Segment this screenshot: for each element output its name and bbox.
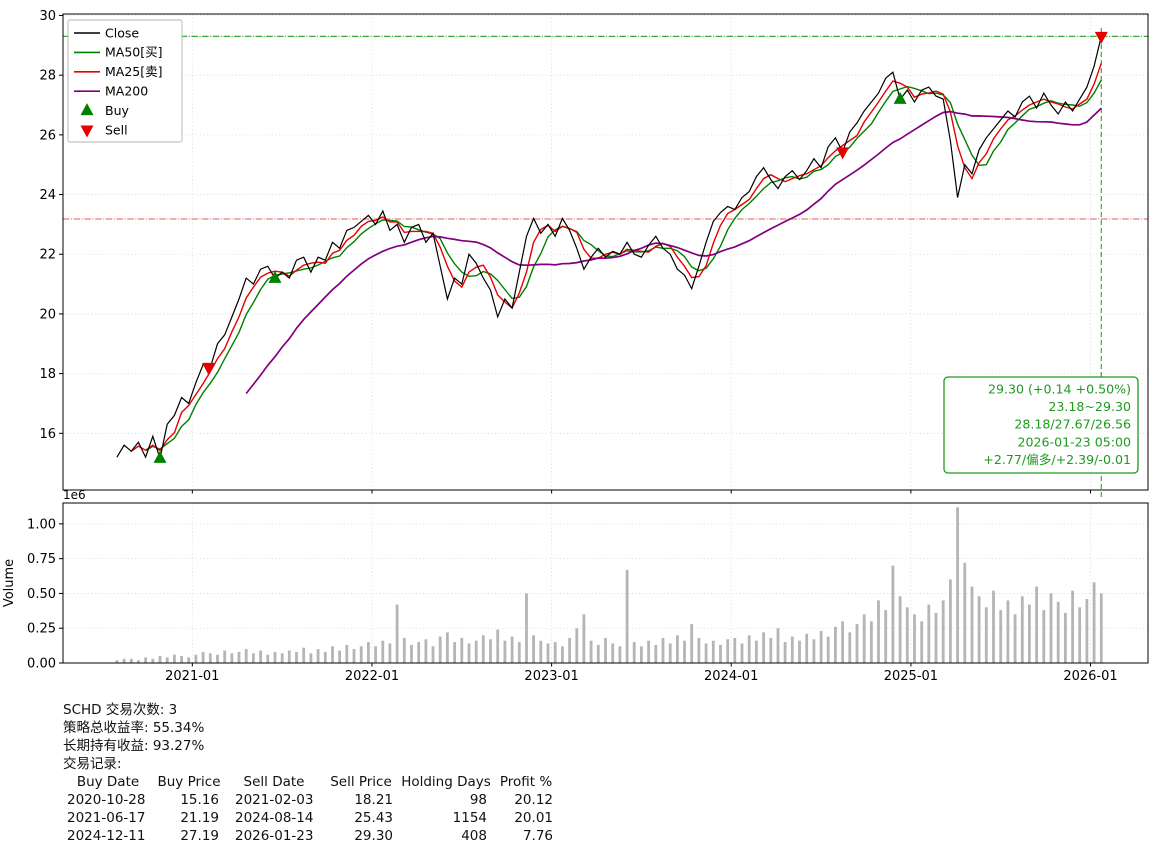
trade-cell: 2024-08-14 — [235, 810, 314, 826]
svg-text:22: 22 — [39, 248, 56, 263]
legend-label: Close — [105, 25, 139, 40]
svg-text:26: 26 — [39, 128, 56, 143]
volume-offset-label: 1e6 — [63, 488, 86, 502]
svg-text:30: 30 — [39, 9, 56, 24]
info-box-line: 2026-01-23 05:00 — [1018, 434, 1132, 449]
trade-cell: 1154 — [452, 810, 487, 826]
svg-text:18: 18 — [39, 367, 56, 382]
stat-strategy-return: 策略总收益率: 55.34% — [63, 720, 205, 736]
svg-text:0.25: 0.25 — [27, 622, 56, 637]
close-line — [116, 36, 1102, 461]
svg-text:24: 24 — [39, 188, 56, 203]
volume-plot-frame — [62, 502, 1149, 664]
trade-cell: 15.16 — [180, 792, 219, 808]
svg-text:0.75: 0.75 — [27, 552, 56, 567]
sell-markers — [202, 31, 1108, 375]
svg-text:20: 20 — [39, 307, 56, 322]
svg-text:16: 16 — [39, 427, 56, 442]
stats-block: SCHD 交易次数: 3 策略总收益率: 55.34% 长期持有收益: 93.2… — [63, 701, 559, 845]
svg-text:2024-01: 2024-01 — [704, 669, 758, 684]
trade-cell: 2026-01-23 — [235, 828, 314, 844]
svg-text:2025-01: 2025-01 — [884, 669, 938, 684]
trade-row: 2024-12-11 27.19 2026-01-23 29.30 408 7.76 — [63, 827, 559, 845]
legend-label: MA50[买] — [105, 45, 163, 60]
trade-cell: 20.01 — [514, 810, 553, 826]
info-box-frame — [943, 376, 1139, 474]
svg-text:2021-01: 2021-01 — [165, 669, 219, 684]
svg-text:28: 28 — [39, 69, 56, 84]
info-box-line: 23.18~29.30 — [1048, 399, 1131, 414]
stat-trade-count: SCHD 交易次数: 3 — [63, 702, 178, 718]
legend-label: Sell — [105, 122, 128, 137]
svg-text:0.50: 0.50 — [27, 587, 56, 602]
trade-cell: 2024-12-11 — [67, 828, 146, 844]
trade-cell: 2021-06-17 — [67, 810, 146, 826]
ma200-line — [245, 107, 1102, 395]
trade-cell: 29.30 — [354, 828, 393, 844]
reference-lines — [63, 28, 1148, 498]
trade-col-header: Profit % — [499, 774, 553, 790]
info-box: 29.30 (+0.14 +0.50%) 23.18~29.30 28.18/27.… — [943, 376, 1139, 474]
trade-row: 2020-10-28 15.16 2021-02-03 18.21 98 20.12 — [63, 791, 559, 809]
legend-label: MA25[卖] — [105, 64, 163, 79]
trade-cell: 25.43 — [354, 810, 393, 826]
svg-text:1.00: 1.00 — [27, 517, 56, 532]
trade-cell: 20.12 — [514, 792, 553, 808]
trade-col-header: Buy Date — [76, 774, 140, 790]
trade-col-header: Buy Price — [157, 774, 221, 790]
volume-axis-label: Volume — [2, 559, 17, 607]
trade-col-header: Holding Days — [401, 774, 491, 790]
trade-cell: 2020-10-28 — [67, 792, 146, 808]
trade-col-header: Sell Price — [330, 774, 392, 790]
legend-box — [67, 19, 183, 143]
stat-hold-return: 长期持有收益: 93.27% — [63, 738, 205, 754]
info-box-line: 29.30 (+0.14 +0.50%) — [988, 382, 1131, 397]
trade-cell: 2021-02-03 — [235, 792, 314, 808]
buy-markers — [153, 91, 907, 463]
trade-cell: 27.19 — [180, 828, 219, 844]
svg-text:2023-01: 2023-01 — [524, 669, 578, 684]
svg-text:2022-01: 2022-01 — [345, 669, 399, 684]
trade-cell: 408 — [461, 828, 487, 844]
axes: 16 18 20 22 24 26 28 30 0.00 0.25 0.50 0.75 1.00 2021… — [2, 9, 1118, 684]
legend: Close MA50[买] MA25[卖] MA200 Buy Sell — [67, 19, 183, 143]
volume-bars — [115, 507, 1103, 663]
info-box-line: +2.77/偏多/+2.39/-0.01 — [983, 452, 1131, 467]
legend-label: Buy — [105, 103, 129, 118]
trade-table-header: Buy Date Buy Price Sell Date Sell Price Hold… — [63, 773, 559, 791]
price-plot-frame — [62, 13, 1149, 491]
trade-cell: 98 — [469, 792, 487, 808]
trade-cell: 18.21 — [354, 792, 393, 808]
price-volume-chart: 16 18 20 22 24 26 28 30 0.00 0.25 0.50 0.75 1.00 2021… — [2, 9, 1149, 684]
legend-label: MA200 — [105, 84, 148, 99]
svg-text:0.00: 0.00 — [27, 657, 56, 672]
trade-table: Buy Date Buy Price Sell Date Sell Price Hold… — [63, 773, 559, 845]
stat-records-label: 交易记录: — [63, 756, 122, 772]
trade-cell: 7.76 — [522, 828, 553, 844]
trade-col-header: Sell Date — [243, 774, 305, 790]
trade-row: 2021-06-17 21.19 2024-08-14 25.43 1154 20.01 — [63, 809, 559, 827]
svg-text:2026-01: 2026-01 — [1063, 669, 1117, 684]
trade-cell: 21.19 — [180, 810, 219, 826]
info-box-line: 28.18/27.67/26.56 — [1014, 417, 1131, 432]
gridlines — [63, 14, 1148, 664]
